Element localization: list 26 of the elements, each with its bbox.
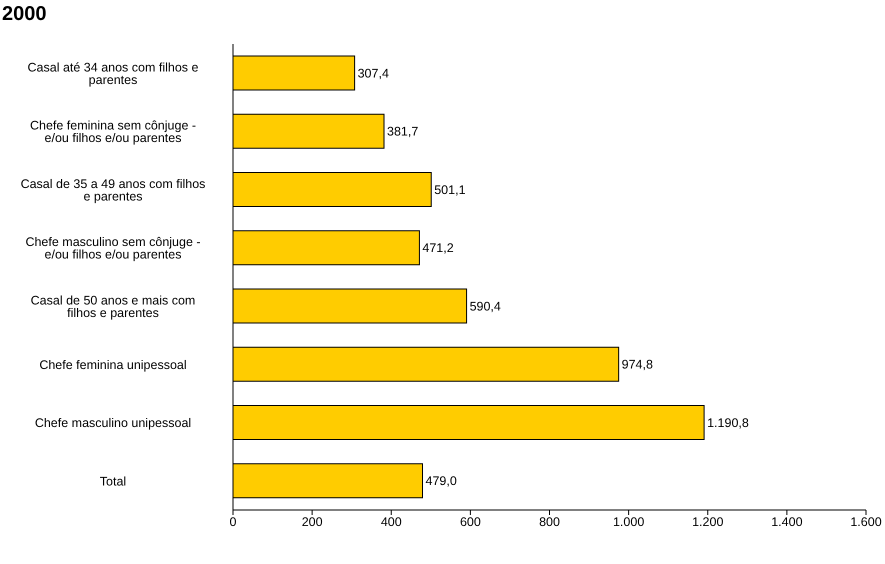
y-tick-label: Chefe feminina unipessoal [39,358,187,372]
x-tick-label: 600 [460,514,481,529]
data-label: 974,8 [622,358,653,372]
x-tick-label: 1.200 [692,514,724,529]
y-tick-label: Chefe feminina sem cônjuge - e/ou filhos e/ou parentes [30,118,196,146]
y-tick-label: Chefe masculino sem cônjuge - e/ou filhos e/ou parentes [25,235,201,262]
data-label: 501,1 [434,182,466,197]
x-tick-label: 400 [380,514,402,529]
data-label: 471,2 [422,241,454,256]
x-tick-label: 200 [302,514,323,529]
y-tick-label: Total [100,474,126,488]
y-tick-label: Chefe masculino unipessoal [34,416,192,430]
x-tick-label: 1.600 [850,514,882,529]
y-tick-label: Casal de 50 anos e mais com filhos e parentes [30,293,196,320]
x-tick-label: 0 [230,514,237,529]
text: 2000 [1,2,48,27]
y-tick-label: Casal até 34 anos com filhos e parentes [28,60,199,87]
data-label: 479,0 [426,474,457,488]
data-label: 307,4 [358,66,389,80]
x-tick-label: 1.400 [771,514,803,529]
x-tick-label: 1.000 [612,514,644,529]
y-tick-label: Casal de 35 a 49 anos com filhos e parentes [20,176,206,204]
x-tick-label: 800 [539,514,560,529]
data-label: 590,4 [470,299,501,314]
data-label: 1.190,8 [707,416,749,430]
data-label: 381,7 [387,124,418,139]
